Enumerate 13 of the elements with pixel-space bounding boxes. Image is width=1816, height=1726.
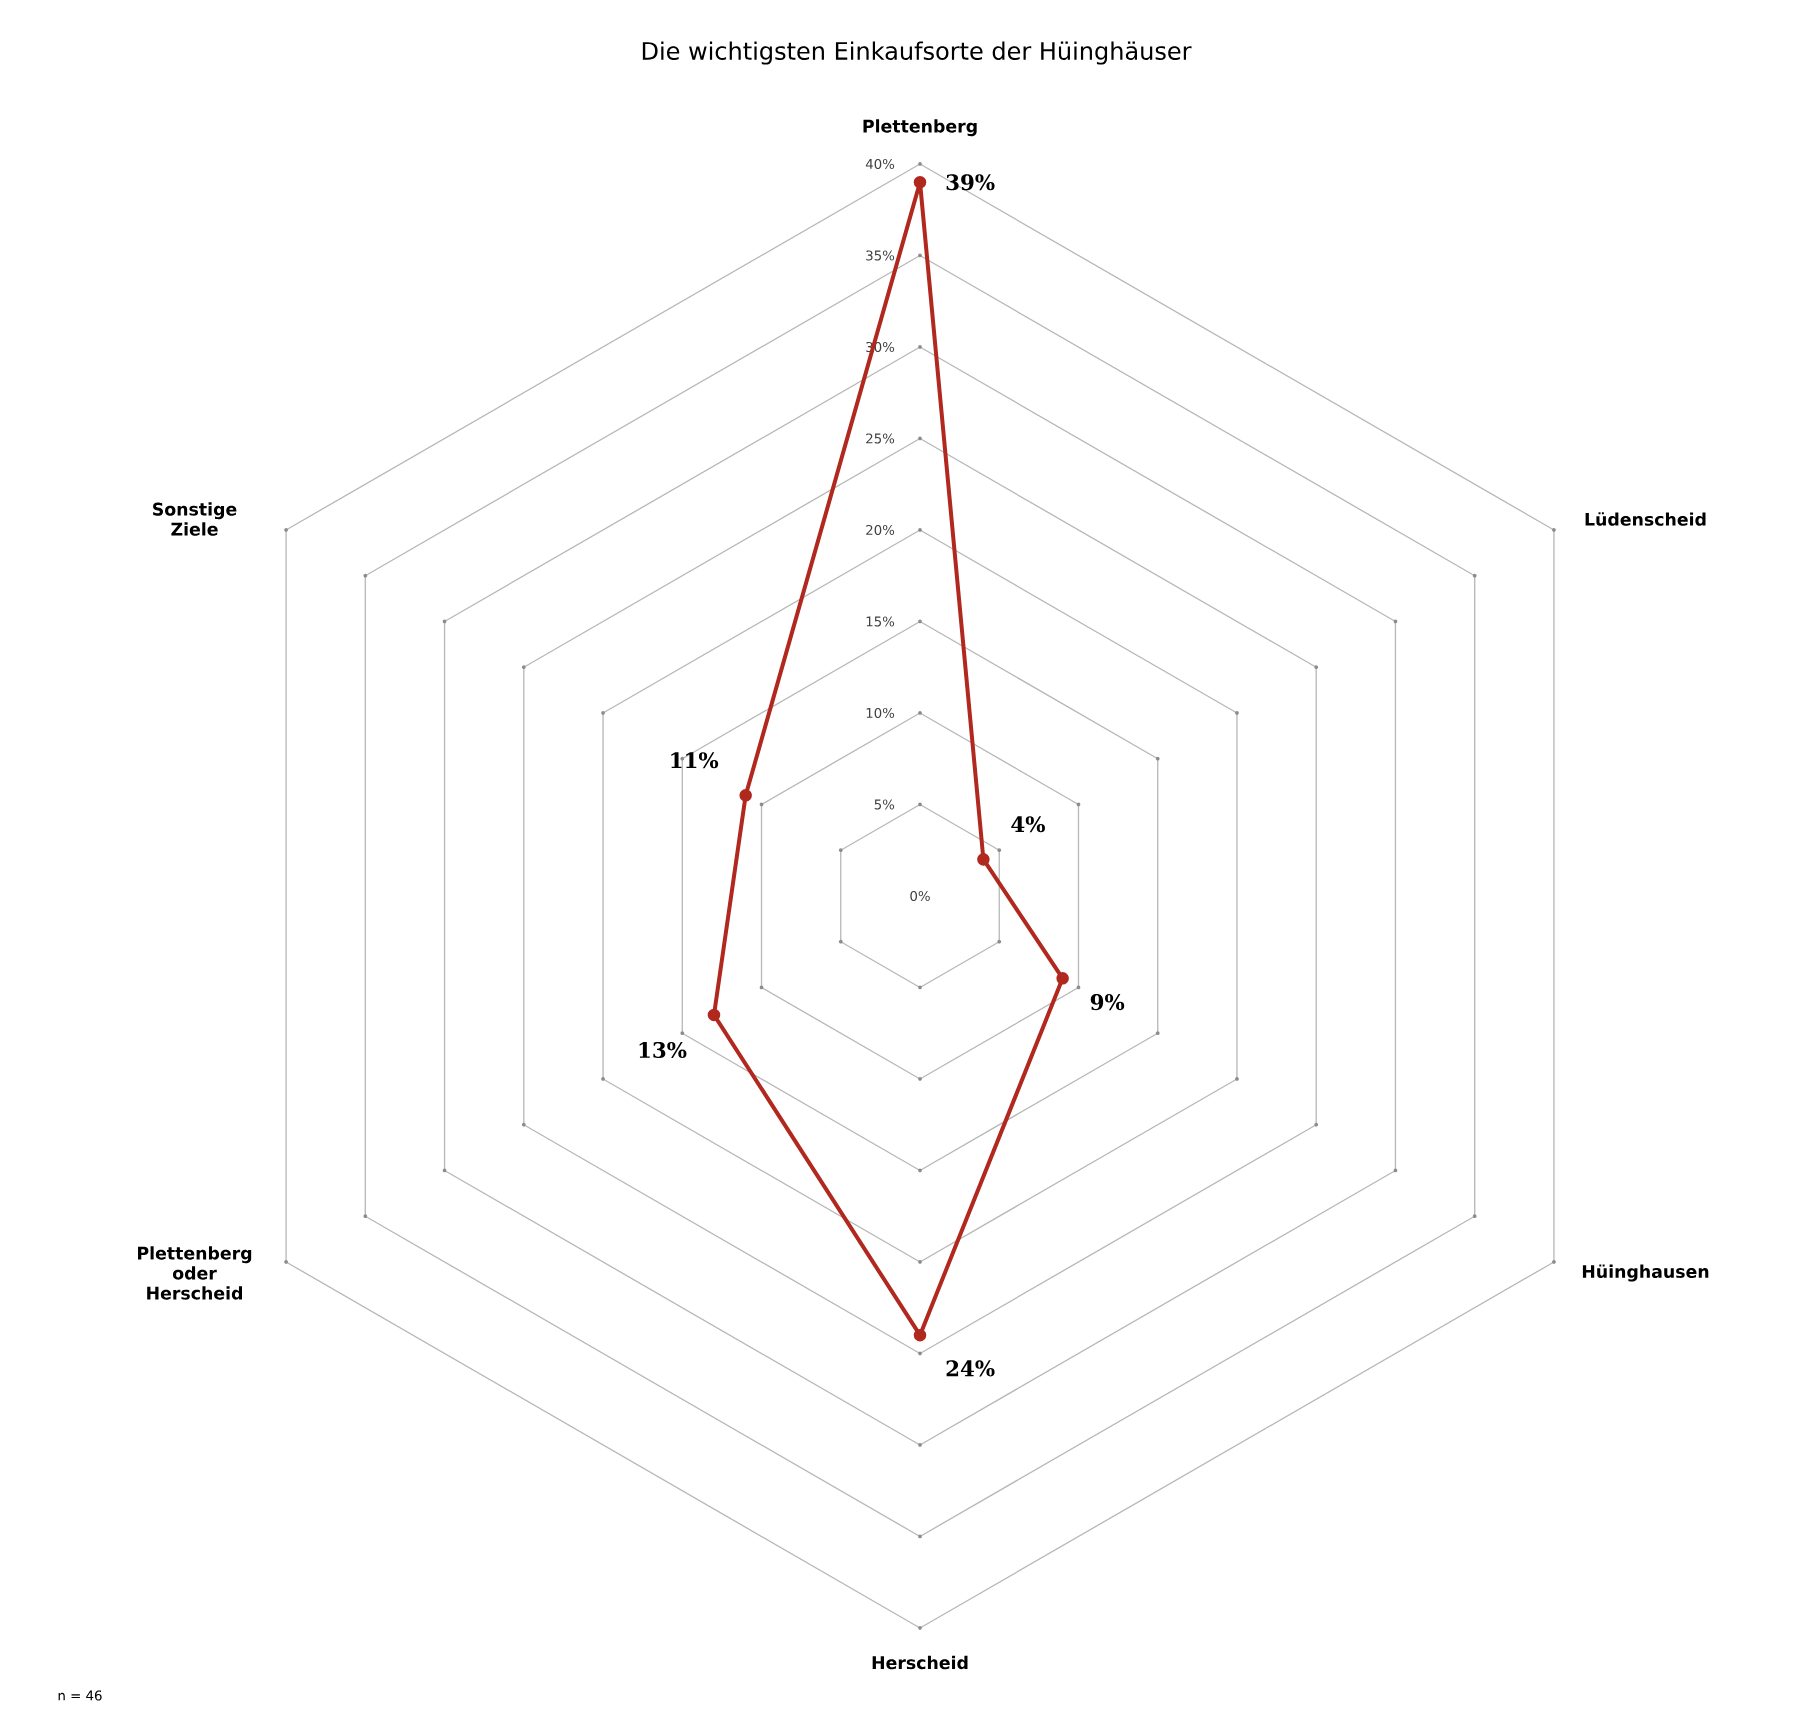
- spoke-label: Hüinghausen: [1582, 1264, 1709, 1282]
- data-label: 4%: [1011, 816, 1045, 833]
- spoke-label: Plettenberg oder Herscheid: [138, 1246, 252, 1300]
- spoke-label: Plettenberg: [863, 119, 977, 137]
- data-label: 11%: [671, 752, 719, 769]
- data-label: 24%: [946, 1360, 995, 1377]
- data-label: 9%: [1090, 994, 1125, 1011]
- data-label: 13%: [639, 1041, 687, 1059]
- data-label: 39%: [946, 174, 995, 191]
- chart-title: Die wichtigsten Einkaufsorte der Hüinghäuser: [642, 41, 1192, 65]
- spoke-label: Lüdenscheid: [1585, 512, 1706, 526]
- spoke-label: Herscheid: [872, 1655, 968, 1670]
- spoke-label: Sonstige Ziele: [153, 502, 237, 536]
